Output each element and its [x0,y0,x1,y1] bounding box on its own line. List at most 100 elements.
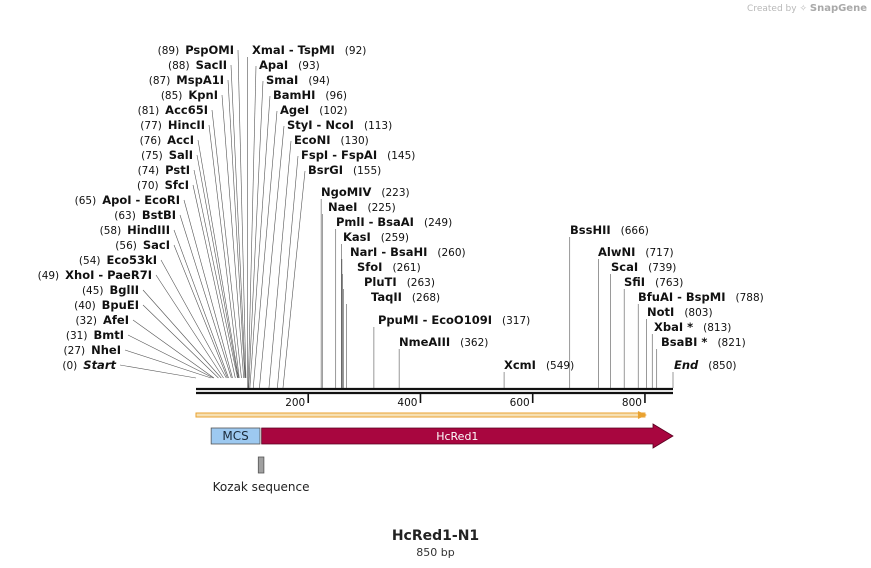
site-saci: SacI (56) [115,238,228,379]
site-position-label: (263) [407,277,435,289]
site-position-label: (102) [319,105,347,117]
site-acci: AccI (76) [140,133,239,379]
site-position-label: (63) [114,210,136,222]
credit-prefix: Created by [747,4,797,14]
site-position-label: (739) [648,262,676,274]
site-position-label: (54) [79,255,101,267]
site-mspa1i: MspA1I (87) [149,73,246,379]
site-leader-line [119,364,197,379]
site-name-label: NgoMIV [321,185,371,199]
site-position-label: (666) [621,225,649,237]
site-noti: NotI (803) [646,305,713,388]
site-sali: SalI (75) [141,148,239,379]
site-leader-line [197,139,239,379]
site-name-label: SmaI [266,73,298,87]
site-name-label: BpuEI [102,298,139,312]
site-name-label: ScaI [611,260,638,274]
site-leader-line [173,244,228,379]
site-nmeaiii: NmeAIII (362) [398,335,488,388]
site-position-label: (74) [138,165,160,177]
site-position-label: (76) [140,135,162,147]
site-position-label: (32) [75,315,97,327]
site-leader-line [208,124,240,379]
site-pspomi: PspOMI (89) [158,43,247,379]
site-name-label: StyI - NcoI [287,118,354,132]
site-name-label: AgeI [280,103,309,117]
site-name-label: NotI [647,305,674,319]
site-position-label: (803) [684,307,712,319]
site-leader-line [247,65,257,389]
site-position-label: (145) [387,150,415,162]
site-position-label: (70) [137,180,159,192]
site-xmai: XmaI - TspMI (92) [247,43,366,388]
site-name-label: PspOMI [185,43,234,57]
site-end: End (850) [672,358,737,388]
site-leader-line [237,49,247,379]
site-position-label: (225) [367,202,395,214]
site-position-label: (27) [64,345,86,357]
ruler-tick-label: 800 [622,397,642,409]
site-position-label: (850) [708,360,736,372]
site-position-label: (155) [353,165,381,177]
site-name-label: KpnI [188,88,218,102]
site-position-label: (813) [703,322,731,334]
site-leader-line [183,199,233,379]
site-leader-line [211,109,242,379]
site-acc65i: Acc65I (81) [138,103,242,379]
site-name-label: SfoI [357,260,382,274]
site-position-label: (317) [502,315,530,327]
site-position-label: (77) [140,120,162,132]
site-position-label: (268) [412,292,440,304]
site-leader-line [179,214,232,379]
site-name-label: XmaI - TspMI [252,43,335,57]
site-leader-line [142,304,219,379]
site-position-label: (75) [141,150,163,162]
site-name-label: Acc65I [165,103,208,117]
site-nari: NarI - BsaHI (260) [341,245,466,388]
orf-arrowhead [637,411,647,419]
site-leader-line [192,184,236,379]
site-afei: AfeI (32) [75,313,215,379]
site-position-label: (260) [437,247,465,259]
site-name-label: BglII [110,283,140,297]
site-position-label: (89) [158,45,180,57]
site-name-label: SacI [143,238,170,252]
site-name-label: BstBI [142,208,176,222]
site-styi: StyI - NcoI (113) [259,118,392,389]
site-name-label: AccI [167,133,194,147]
site-leader-line [132,319,215,379]
site-name-label: PmlI - BsaAI [336,215,414,229]
site-leader-line [124,349,212,379]
site-sfci: SfcI (70) [137,178,236,379]
site-name-label: ApaI [259,58,288,72]
site-leader-line [196,154,239,379]
site-name-label: TaqII [371,290,402,304]
site-ngomiv: NgoMIV (223) [320,185,410,388]
site-kasi: KasI (259) [341,230,409,388]
credit-brand: SnapGene [809,3,867,14]
feature-mcs-label: MCS [222,429,248,443]
site-xhoi: XhoI - PaeR7I (49) [38,268,224,379]
site-hindiii: HindIII (58) [100,223,229,379]
feature-kozak-box [257,456,265,474]
site-position-label: (87) [149,75,171,87]
site-xcmi: XcmI (549) [503,358,574,388]
feature-hcred1-arrow [261,423,674,449]
site-bfuai: BfuAI - BspMI (788) [637,290,764,388]
site-bsrgi: BsrGI (155) [282,163,381,389]
site-sfoi: SfoI (261) [342,260,421,388]
site-position-label: (717) [645,247,673,259]
site-name-label: BamHI [273,88,315,102]
site-apai: ApaI (93) [247,58,320,389]
feature-mcs [210,427,261,445]
site-name-label: BfuAI - BspMI [638,290,725,304]
site-nhei: NheI (27) [64,343,212,379]
site-name-label: PstI [165,163,190,177]
site-ppumi: PpuMI - EcoO109I (317) [373,313,530,388]
site-leader-line [142,289,222,379]
site-name-label: HindIII [127,223,170,237]
site-position-label: (249) [424,217,452,229]
site-leader-line [282,170,306,389]
site-leader-line [193,169,238,379]
site-bstbi: BstBI (63) [114,208,232,379]
